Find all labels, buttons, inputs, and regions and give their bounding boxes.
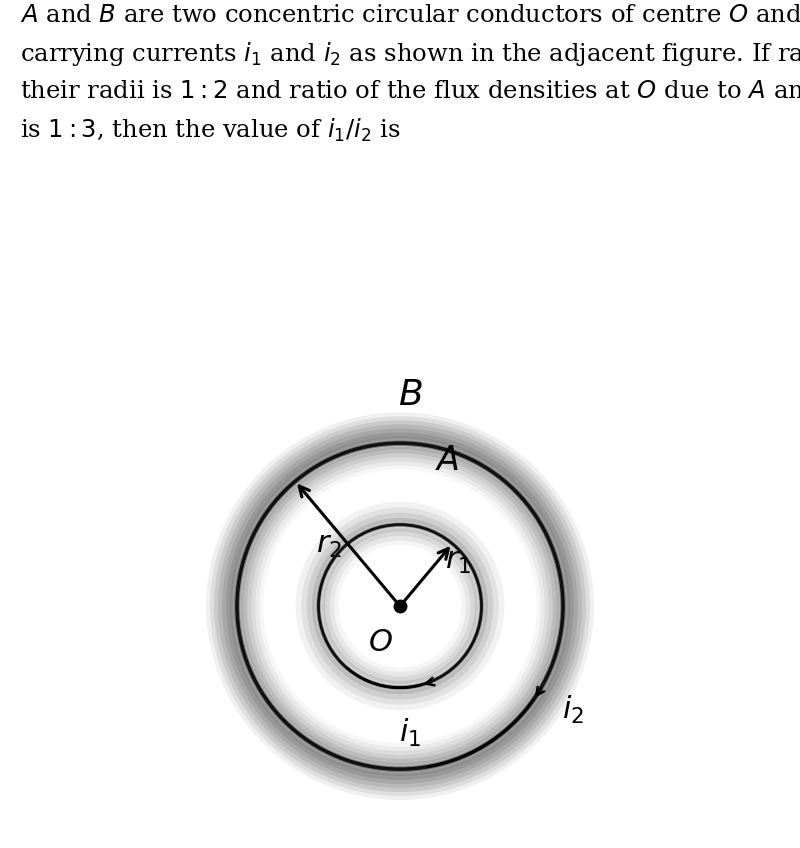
Text: $B$: $B$	[398, 377, 423, 411]
Text: $i_2$: $i_2$	[562, 695, 585, 726]
Text: $A$: $A$	[435, 444, 459, 477]
Text: $\mathit{A}$ and $\mathit{B}$ are two concentric circular conductors of centre $: $\mathit{A}$ and $\mathit{B}$ are two co…	[20, 3, 800, 144]
Text: $r_2$: $r_2$	[316, 529, 342, 561]
Text: $r_1$: $r_1$	[445, 544, 470, 576]
Text: $O$: $O$	[368, 628, 393, 658]
Text: $i_1$: $i_1$	[399, 717, 422, 749]
